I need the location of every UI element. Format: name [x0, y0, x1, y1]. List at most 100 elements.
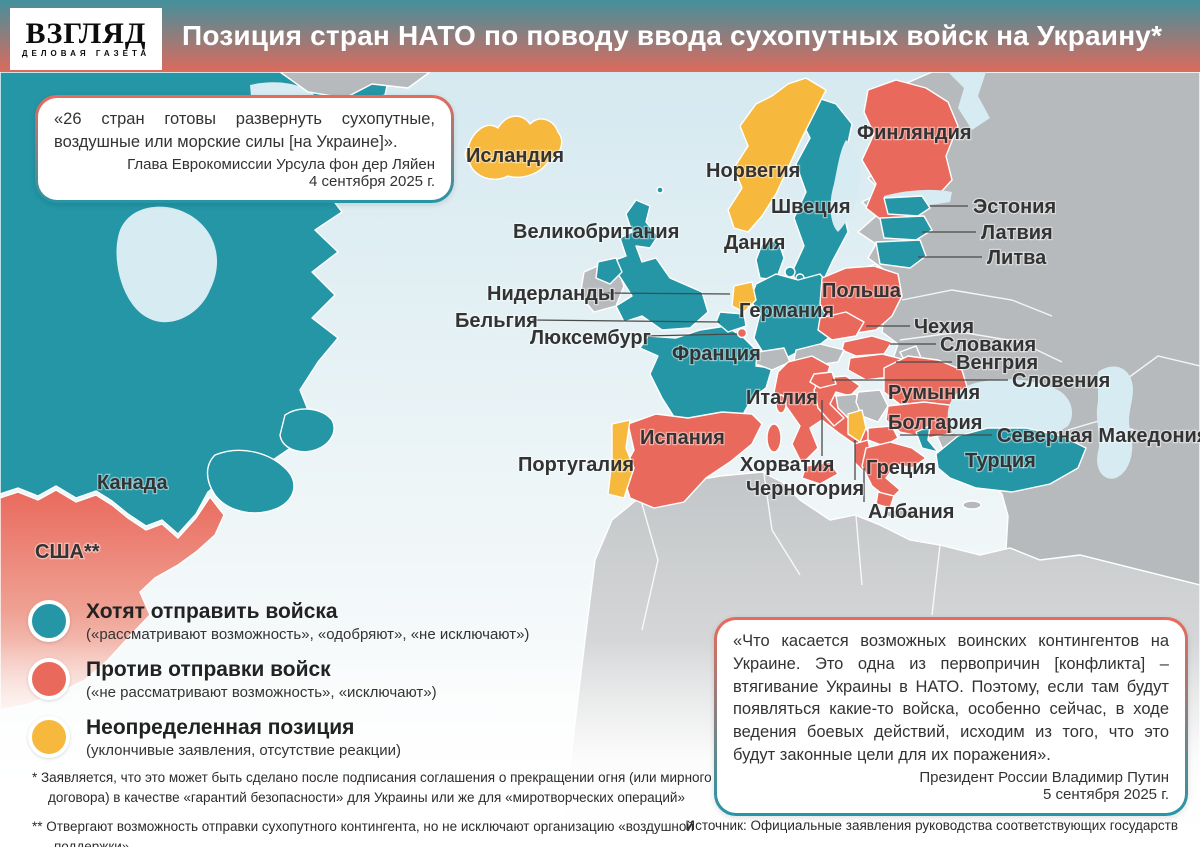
label-spain: Испания: [640, 427, 725, 449]
legend-item-against: Против отправки войск («не рассматривают…: [28, 658, 529, 701]
label-slovakia: Словакия: [940, 334, 1036, 356]
label-norway: Норвегия: [706, 160, 800, 182]
country-lithuania: [875, 239, 927, 269]
country-netherlands: [731, 281, 757, 313]
legend-dot-want: [28, 600, 70, 642]
country-turkey: [935, 427, 1087, 493]
label-italy: Италия: [746, 387, 818, 409]
legend-label: Хотят отправить войска: [86, 600, 338, 623]
label-finland: Финляндия: [857, 122, 972, 144]
label-iceland: Исландия: [466, 145, 564, 167]
legend: Хотят отправить войска («рассматривают в…: [28, 600, 529, 759]
quote-author: Глава Еврокомиссии Урсула фон дер Ляйен: [127, 155, 435, 173]
footnote-asterisk: * Заявляется, что это может быть сделано…: [32, 770, 712, 805]
country-northern-ireland: [595, 257, 623, 285]
label-romania: Румыния: [888, 382, 980, 404]
label-poland: Польша: [822, 280, 902, 302]
border-russia-ukraine: [899, 331, 1063, 363]
label-belgium: Бельгия: [455, 310, 538, 332]
label-greece: Греция: [866, 457, 936, 479]
quote-author: Президент России Владимир Путин: [919, 768, 1169, 786]
legend-sublabel: (уклончивые заявления, отсутствие реакци…: [86, 742, 401, 760]
country-greece: [861, 441, 927, 501]
legend-sublabel: («не рассматривают возможность», «исключ…: [86, 684, 437, 702]
country-switzerland: [755, 347, 791, 371]
border-libya-egypt: [855, 515, 863, 586]
footnote-double-asterisk: ** Отвергают возможность отправки сухопу…: [32, 819, 694, 847]
label-usa: США**: [35, 541, 100, 563]
leader-lines: [531, 205, 1008, 502]
country-serbia: [855, 389, 889, 423]
country-luxembourg: [736, 327, 748, 339]
sea-white-sea: [948, 72, 990, 130]
country-iceland: [464, 115, 563, 180]
legend-dot-against: [28, 658, 70, 701]
sea-caspian: [1096, 366, 1133, 479]
label-estonia: Эстония: [973, 196, 1056, 218]
sea-hudson-bay: [116, 206, 218, 323]
logo-subtitle: ДЕЛОВАЯ ГАЗЕТА: [21, 49, 151, 58]
country-greenland-tip: [279, 71, 431, 99]
label-slovenia: Словения: [1012, 370, 1110, 392]
label-lithuania: Литва: [987, 247, 1047, 269]
country-united-kingdom: [609, 199, 709, 331]
country-uk-shetland: [656, 186, 664, 194]
border-egypt-east: [931, 544, 941, 616]
border-tunisia-libya: [763, 473, 801, 576]
quote-date: 5 сентября 2025 г.: [1042, 785, 1169, 803]
label-uk: Великобритания: [513, 221, 679, 243]
country-estonia: [883, 195, 931, 217]
label-north-macedonia: Северная Македония: [997, 425, 1200, 447]
country-turkey-thrace: [915, 425, 939, 453]
legend-item-undecided: Неопределенная позиция (уклончивые заявл…: [28, 716, 529, 759]
country-portugal: [607, 419, 635, 499]
country-greece-peloponnese: [875, 491, 895, 509]
border-morocco-algeria: [639, 496, 659, 631]
label-luxembourg: Люксембург: [530, 327, 651, 349]
country-latvia: [879, 215, 933, 241]
island-crete: [883, 509, 917, 519]
label-czechia: Чехия: [914, 316, 974, 338]
page-title: Позиция стран НАТО по поводу ввода сухоп…: [182, 20, 1163, 51]
logo-title: ВЗГЛЯД: [25, 17, 147, 50]
quote-text: «Что касается возможных воинских континг…: [733, 632, 1169, 764]
quote-text: «26 стран готовы развернуть сухопутные, …: [54, 110, 435, 151]
sea-black-sea: [947, 379, 1073, 440]
quote-date: 4 сентября 2025 г.: [308, 172, 435, 190]
country-italy-sicily: [801, 461, 839, 485]
label-albania: Албания: [868, 501, 954, 523]
border-ukraine: [901, 289, 1053, 317]
island-cyprus: [962, 500, 982, 510]
label-denmark: Дания: [724, 232, 785, 254]
footnotes: * Заявляется, что это может быть сделано…: [32, 768, 716, 847]
newspaper-logo: ВЗГЛЯД ДЕЛОВАЯ ГАЗЕТА: [10, 8, 162, 70]
quote-von-der-leyen: «26 стран готовы развернуть сухопутные, …: [35, 95, 454, 203]
label-portugal: Португалия: [518, 454, 634, 476]
sea-gulf-of-bothnia: [830, 140, 861, 232]
quote-putin: «Что касается возможных воинских континг…: [714, 617, 1188, 816]
label-croatia: Хорватия: [740, 454, 834, 476]
legend-item-want: Хотят отправить войска («рассматривают в…: [28, 600, 529, 643]
label-france: Франция: [672, 343, 761, 365]
country-belgium: [715, 311, 747, 333]
label-netherlands: Нидерланды: [487, 283, 615, 305]
country-czechia: [817, 311, 865, 341]
country-croatia: [813, 375, 861, 427]
label-sweden: Швеция: [771, 196, 851, 218]
country-norway: [727, 77, 827, 233]
source-line: Источник: Официальные заявления руководс…: [685, 818, 1178, 833]
country-labels: Исландия Норвегия Швеция Финляндия Дания…: [34, 121, 1200, 565]
country-denmark-island: [784, 266, 796, 278]
country-slovenia: [809, 371, 837, 389]
country-canada-newfoundland: [279, 408, 335, 453]
header: ВЗГЛЯД ДЕЛОВАЯ ГАЗЕТА Позиция стран НАТО…: [0, 0, 1200, 72]
legend-dot-undecided: [28, 716, 70, 759]
country-italy-corsica: [775, 394, 787, 414]
label-bulgaria: Болгария: [888, 412, 982, 434]
legend-label: Против отправки войск: [86, 658, 331, 682]
label-hungary: Венгрия: [956, 352, 1038, 374]
country-italy-sardinia: [766, 423, 782, 453]
label-latvia: Латвия: [981, 222, 1053, 244]
label-canada: Канада: [97, 472, 168, 494]
